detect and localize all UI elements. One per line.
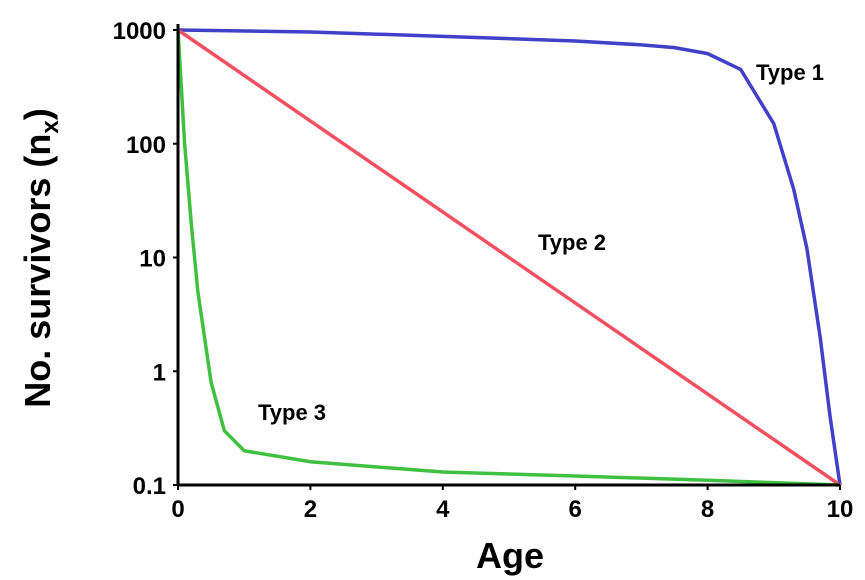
series-line: [177, 28, 842, 486]
y-axis-label-text: No. survivors (n: [17, 134, 58, 408]
series-label: Type 2: [538, 230, 606, 255]
y-axis-label: No. survivors (nx): [17, 108, 64, 407]
x-tick-label: 2: [304, 496, 317, 523]
y-tick-label: 0.1: [133, 473, 166, 500]
y-tick-label: 1000: [113, 18, 166, 45]
y-tick-label: 1: [153, 359, 166, 386]
x-tick-label: 8: [701, 496, 714, 523]
x-tick-label: 6: [569, 496, 582, 523]
series-label: Type 1: [756, 60, 824, 85]
y-tick-label: 100: [126, 132, 166, 159]
x-tick-label: 4: [436, 496, 450, 523]
y-tick-label: 10: [139, 246, 166, 273]
x-axis-label: Age: [476, 535, 544, 576]
series-line: [176, 29, 841, 487]
series-line: [177, 28, 841, 487]
x-tick-label: 0: [171, 496, 184, 523]
x-tick-label: 10: [827, 496, 854, 523]
y-axis-label-sub: x: [37, 120, 64, 134]
y-axis-label-end: ): [17, 108, 58, 120]
series-label: Type 3: [258, 400, 326, 425]
